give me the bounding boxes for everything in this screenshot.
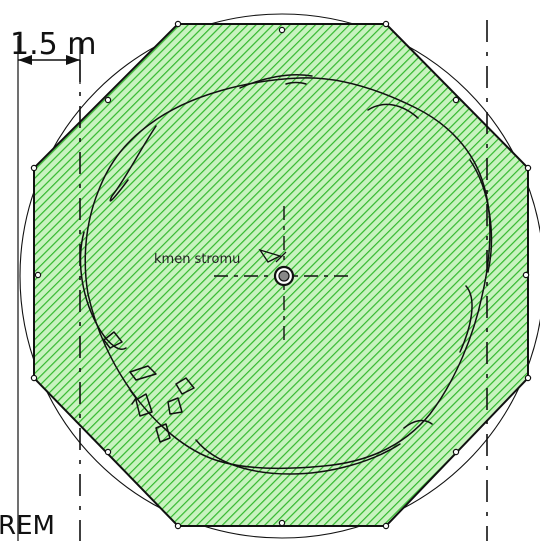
crown-left-arc <box>79 231 127 350</box>
root-zone-circle <box>19 13 540 539</box>
trunk-label: kmen stromu <box>154 252 240 267</box>
crown-top-stroke <box>239 73 313 89</box>
dimension-annotation <box>17 36 81 541</box>
edge-label: REM <box>0 511 55 541</box>
crown-fragments <box>103 331 195 443</box>
crown-right-stroke <box>367 103 493 353</box>
trunk-leader-line <box>258 248 287 263</box>
crown-bottom-stroke <box>195 419 433 475</box>
crown-inner-stroke <box>109 125 157 202</box>
trunk-marker <box>273 265 295 287</box>
crown-outline <box>84 77 491 470</box>
dimension-label: 1.5 m <box>10 27 96 62</box>
octagon-vertex-markers <box>30 20 532 530</box>
